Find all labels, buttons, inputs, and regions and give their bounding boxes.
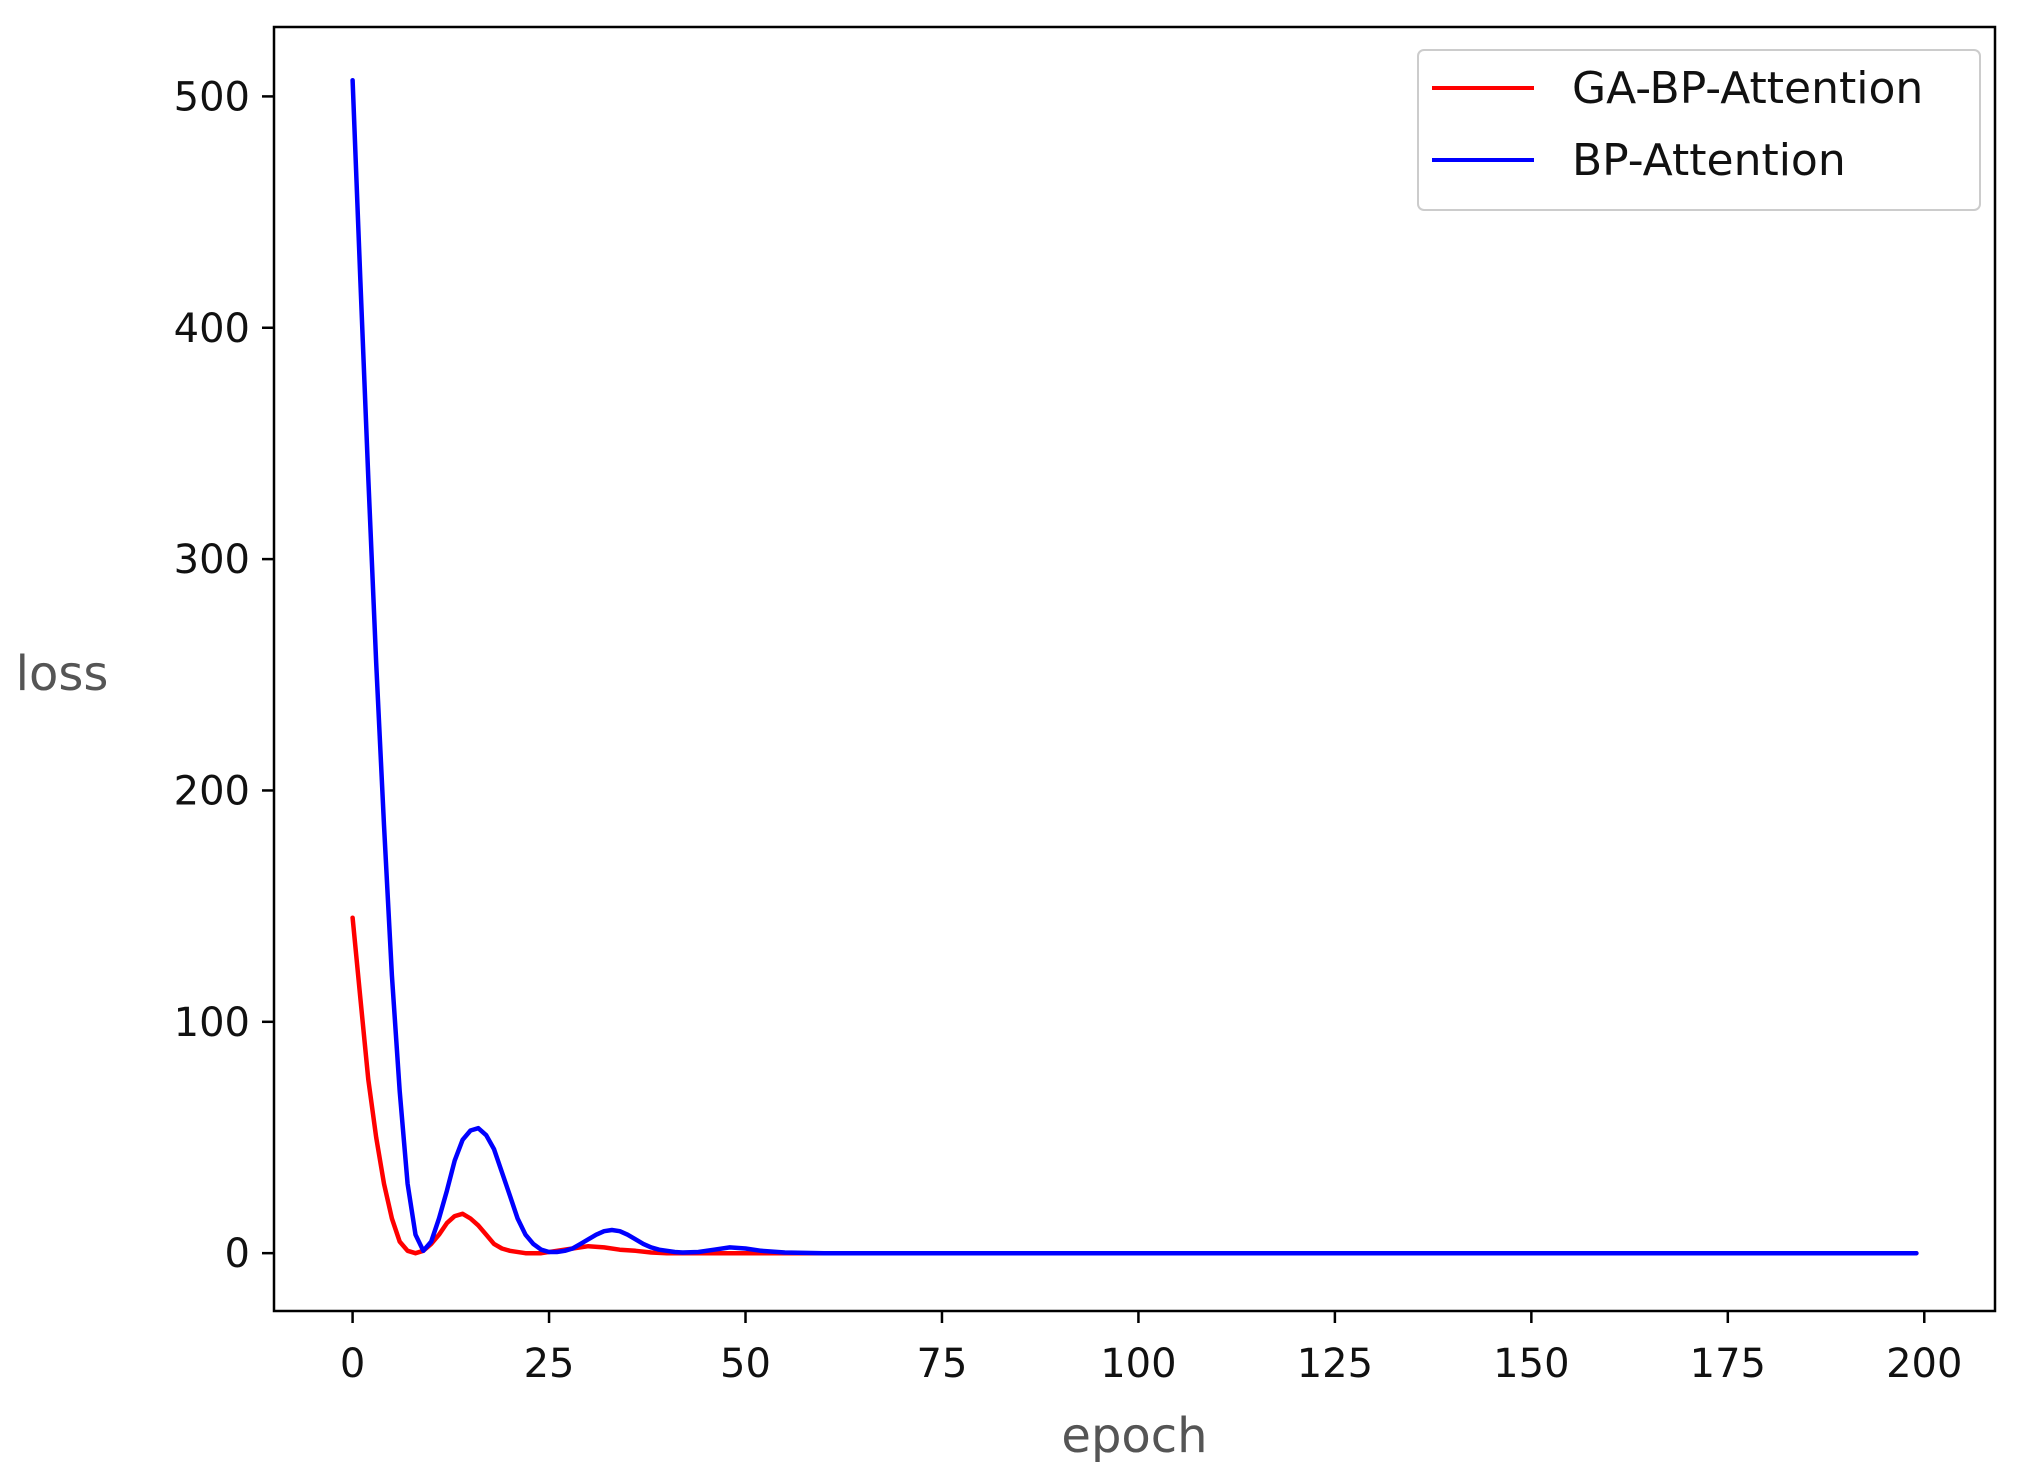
series-layer — [350, 77, 1919, 1256]
x-tick-label: 150 — [1493, 1341, 1569, 1387]
legend: GA-BP-Attention BP-Attention — [1417, 49, 1981, 211]
legend-label-ga-bp-attention: GA-BP-Attention — [1572, 63, 1923, 114]
y-tick-label: 400 — [174, 306, 250, 352]
plot-frame — [272, 25, 1997, 1313]
x-tick-label: 0 — [340, 1341, 365, 1387]
y-tick-label: 300 — [174, 537, 250, 583]
y-tick-label: 200 — [174, 768, 250, 814]
x-tick-label: 75 — [917, 1341, 968, 1387]
x-tick-label: 25 — [524, 1341, 575, 1387]
series-line-bp-attention — [350, 77, 1919, 1256]
y-tick-label: 500 — [174, 74, 250, 120]
legend-box — [1417, 49, 1981, 211]
x-tick-label: 200 — [1886, 1341, 1962, 1387]
x-tick-label: 100 — [1100, 1341, 1176, 1387]
y-tick-label: 100 — [174, 1000, 250, 1046]
x-axis-label: epoch — [1061, 1408, 1207, 1464]
y-axis-label: loss — [16, 646, 109, 702]
x-tick-label: 175 — [1690, 1341, 1766, 1387]
legend-label-bp-attention: BP-Attention — [1572, 135, 1846, 186]
y-axis-ticks: 0 100 200 300 400 500 — [174, 74, 274, 1277]
x-axis-ticks: 0 25 50 75 100 125 150 175 200 — [340, 1311, 1962, 1387]
x-tick-label: 50 — [720, 1341, 771, 1387]
x-tick-label: 125 — [1297, 1341, 1373, 1387]
y-tick-label: 0 — [225, 1231, 250, 1277]
